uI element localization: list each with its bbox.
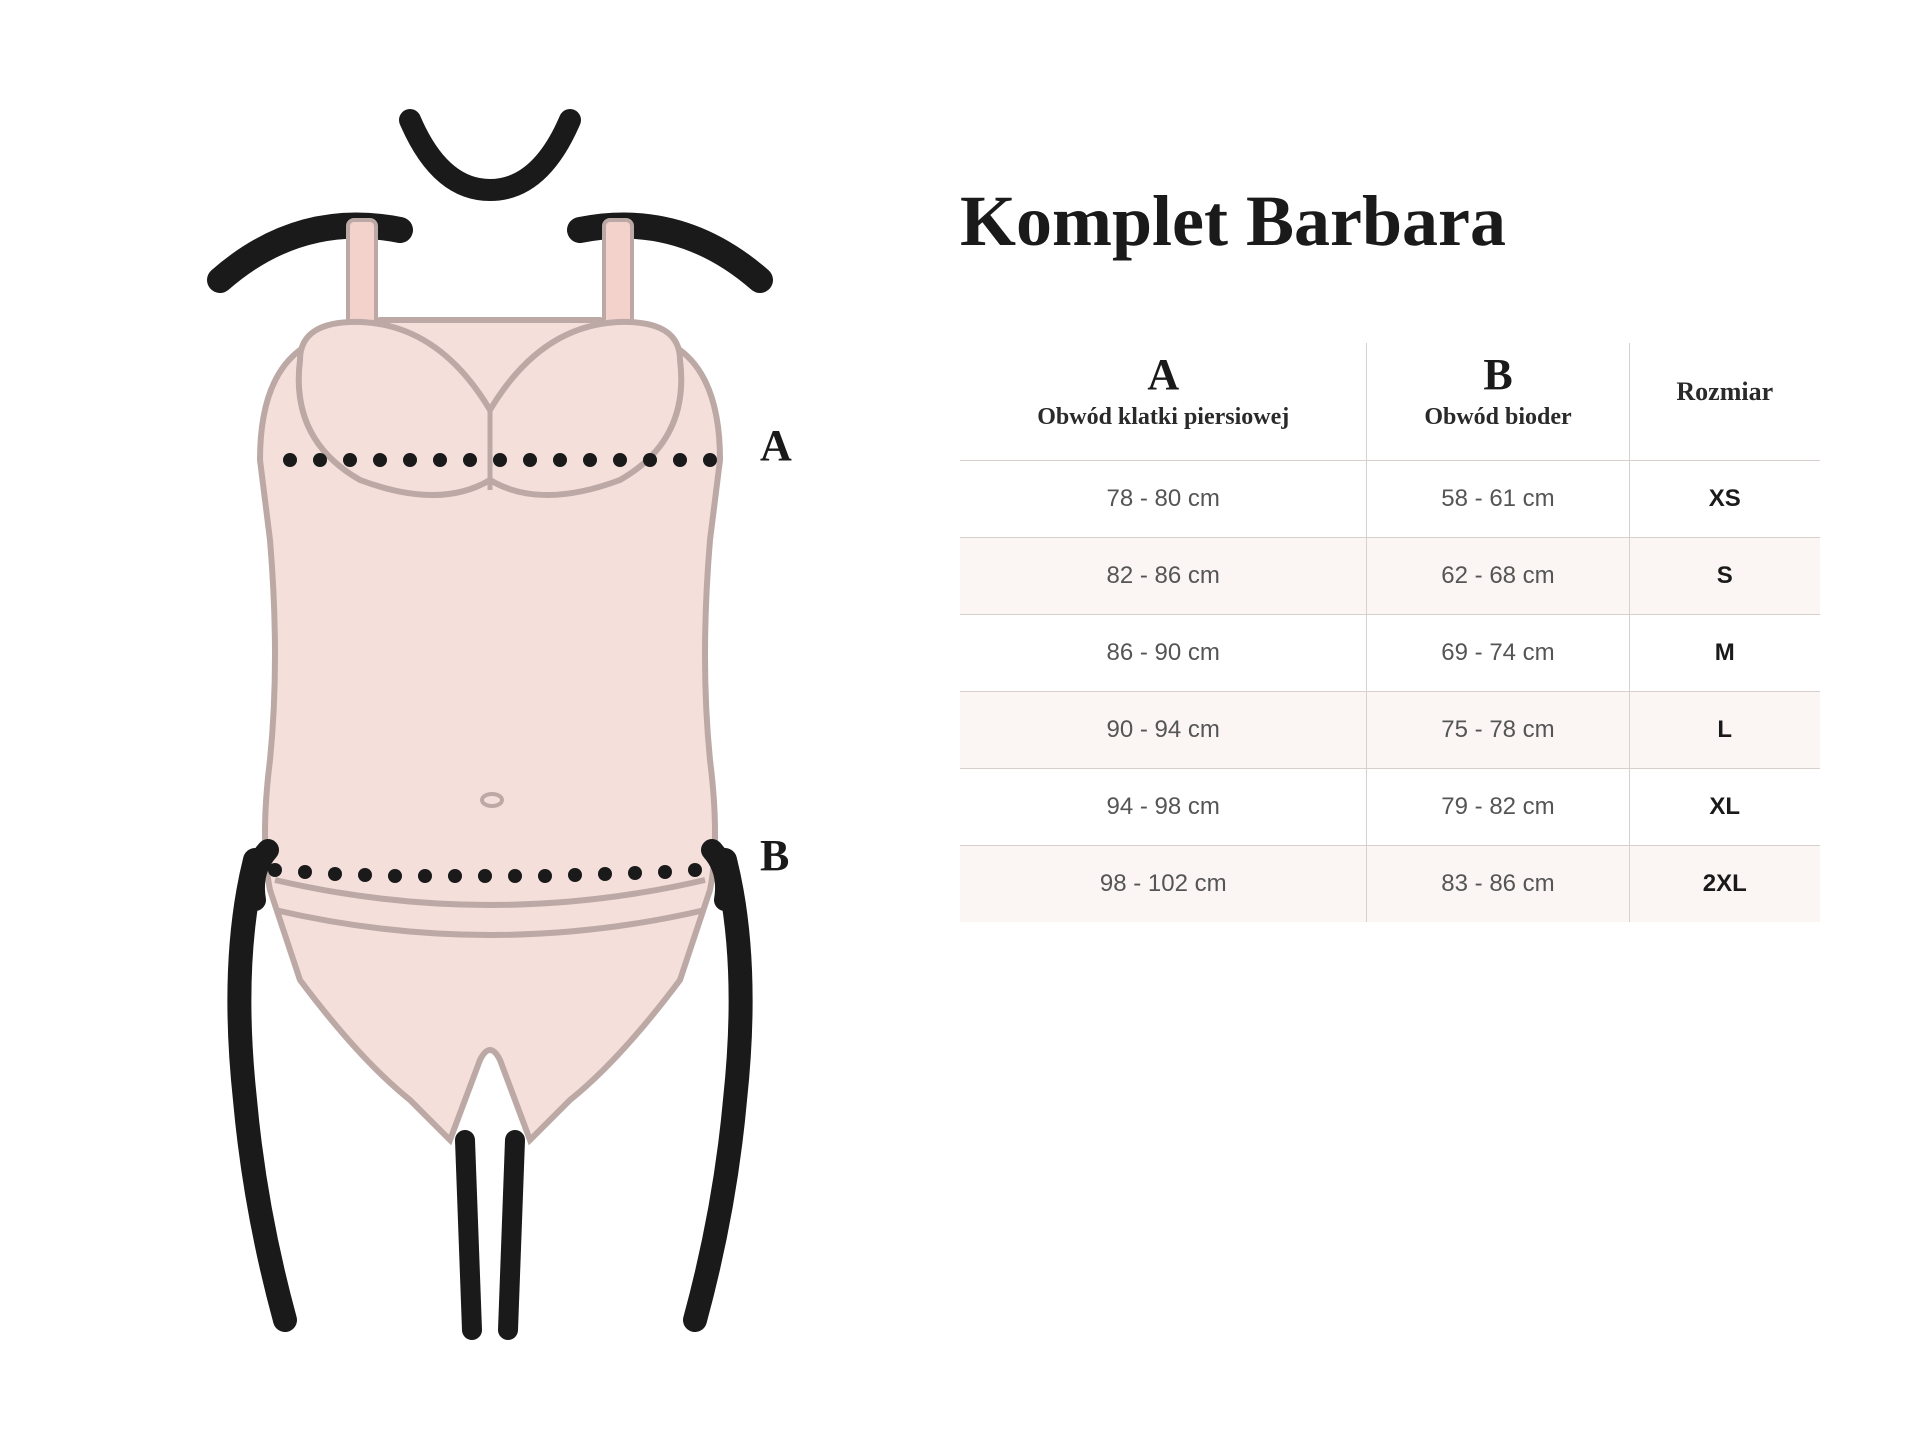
cell-size: XL bbox=[1629, 768, 1820, 845]
cell-size: XS bbox=[1629, 460, 1820, 537]
measure-line-a bbox=[283, 453, 717, 467]
cell-size: M bbox=[1629, 614, 1820, 691]
cell-size: L bbox=[1629, 691, 1820, 768]
cell-b: 62 - 68 cm bbox=[1367, 537, 1629, 614]
col-rozmiar-label: Rozmiar bbox=[1676, 377, 1773, 406]
col-letter-b: B bbox=[1387, 353, 1608, 397]
cell-a: 90 - 94 cm bbox=[960, 691, 1367, 768]
col-header-size: Rozmiar bbox=[1629, 343, 1820, 460]
table-row: 98 - 102 cm 83 - 86 cm 2XL bbox=[960, 845, 1820, 922]
cell-b: 75 - 78 cm bbox=[1367, 691, 1629, 768]
size-table-body: 78 - 80 cm 58 - 61 cm XS 82 - 86 cm 62 -… bbox=[960, 460, 1820, 922]
cell-a: 94 - 98 cm bbox=[960, 768, 1367, 845]
table-row: 78 - 80 cm 58 - 61 cm XS bbox=[960, 460, 1820, 537]
body-figure-svg bbox=[100, 60, 880, 1360]
table-row: 86 - 90 cm 69 - 74 cm M bbox=[960, 614, 1820, 691]
cell-a: 82 - 86 cm bbox=[960, 537, 1367, 614]
table-row: 90 - 94 cm 75 - 78 cm L bbox=[960, 691, 1820, 768]
col-header-b: B Obwód bioder bbox=[1367, 343, 1629, 460]
table-header-row: A Obwód klatki piersiowej B Obwód bioder… bbox=[960, 343, 1820, 460]
cell-a: 98 - 102 cm bbox=[960, 845, 1367, 922]
cell-b: 79 - 82 cm bbox=[1367, 768, 1629, 845]
product-title: Komplet Barbara bbox=[960, 180, 1820, 263]
marker-label-a: A bbox=[760, 420, 792, 471]
size-table: A Obwód klatki piersiowej B Obwód bioder… bbox=[960, 343, 1820, 922]
cell-size: S bbox=[1629, 537, 1820, 614]
cell-a: 78 - 80 cm bbox=[960, 460, 1367, 537]
table-row: 82 - 86 cm 62 - 68 cm S bbox=[960, 537, 1820, 614]
cell-b: 58 - 61 cm bbox=[1367, 460, 1629, 537]
col-sub-b: Obwód bioder bbox=[1387, 403, 1608, 432]
cell-b: 83 - 86 cm bbox=[1367, 845, 1629, 922]
cell-a: 86 - 90 cm bbox=[960, 614, 1367, 691]
table-row: 94 - 98 cm 79 - 82 cm XL bbox=[960, 768, 1820, 845]
col-sub-a: Obwód klatki piersiowej bbox=[980, 403, 1346, 432]
info-panel: Komplet Barbara A Obwód klatki piersiowe… bbox=[880, 60, 1820, 922]
col-header-a: A Obwód klatki piersiowej bbox=[960, 343, 1367, 460]
figure-panel: A B bbox=[100, 60, 880, 1360]
cell-size: 2XL bbox=[1629, 845, 1820, 922]
marker-label-b: B bbox=[760, 830, 789, 881]
cell-b: 69 - 74 cm bbox=[1367, 614, 1629, 691]
col-letter-a: A bbox=[980, 353, 1346, 397]
